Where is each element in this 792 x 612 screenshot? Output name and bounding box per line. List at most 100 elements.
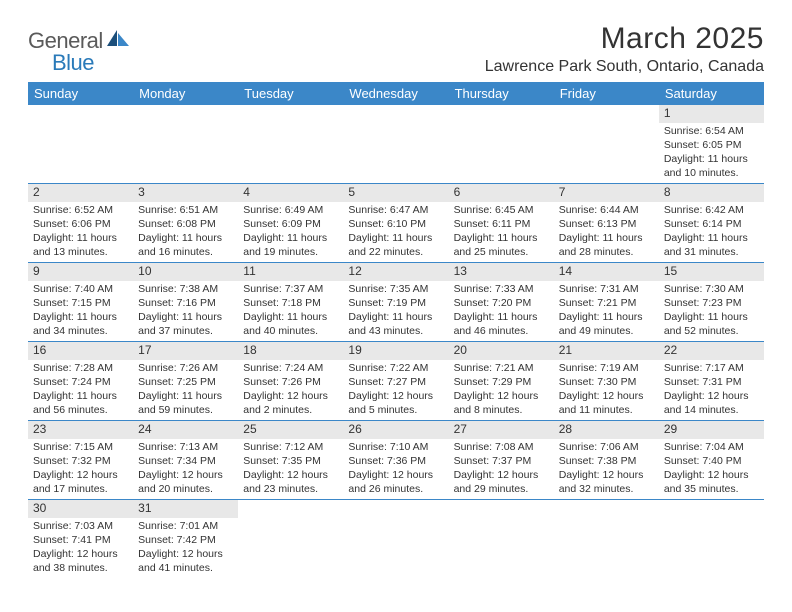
calendar-day-cell: 26Sunrise: 7:10 AMSunset: 7:36 PMDayligh… xyxy=(343,421,448,500)
daylight-line-2: and 14 minutes. xyxy=(664,403,759,417)
calendar-day-cell: 31Sunrise: 7:01 AMSunset: 7:42 PMDayligh… xyxy=(133,500,238,579)
calendar-day-cell xyxy=(343,500,448,579)
day-details: Sunrise: 7:17 AMSunset: 7:31 PMDaylight:… xyxy=(659,360,764,420)
daylight-line-2: and 11 minutes. xyxy=(559,403,654,417)
weekday-header: Thursday xyxy=(449,82,554,105)
calendar-day-cell: 24Sunrise: 7:13 AMSunset: 7:34 PMDayligh… xyxy=(133,421,238,500)
day-details: Sunrise: 7:15 AMSunset: 7:32 PMDaylight:… xyxy=(28,439,133,499)
header: General Blue March 2025 Lawrence Park So… xyxy=(28,22,764,76)
calendar-body: 1Sunrise: 6:54 AMSunset: 6:05 PMDaylight… xyxy=(28,105,764,578)
calendar-day-cell: 5Sunrise: 6:47 AMSunset: 6:10 PMDaylight… xyxy=(343,184,448,263)
day-details: Sunrise: 7:19 AMSunset: 7:30 PMDaylight:… xyxy=(554,360,659,420)
sunrise-line: Sunrise: 7:01 AM xyxy=(138,519,233,533)
day-number: 19 xyxy=(343,342,448,360)
daylight-line-1: Daylight: 12 hours xyxy=(138,468,233,482)
day-number: 8 xyxy=(659,184,764,202)
sunset-line: Sunset: 7:29 PM xyxy=(454,375,549,389)
calendar-day-cell: 25Sunrise: 7:12 AMSunset: 7:35 PMDayligh… xyxy=(238,421,343,500)
daylight-line-1: Daylight: 11 hours xyxy=(243,310,338,324)
daylight-line-1: Daylight: 12 hours xyxy=(664,468,759,482)
day-details: Sunrise: 7:01 AMSunset: 7:42 PMDaylight:… xyxy=(133,518,238,578)
sunset-line: Sunset: 7:30 PM xyxy=(559,375,654,389)
calendar-day-cell: 19Sunrise: 7:22 AMSunset: 7:27 PMDayligh… xyxy=(343,342,448,421)
daylight-line-1: Daylight: 12 hours xyxy=(559,468,654,482)
day-details: Sunrise: 7:26 AMSunset: 7:25 PMDaylight:… xyxy=(133,360,238,420)
daylight-line-1: Daylight: 12 hours xyxy=(454,468,549,482)
day-details: Sunrise: 7:10 AMSunset: 7:36 PMDaylight:… xyxy=(343,439,448,499)
daylight-line-2: and 8 minutes. xyxy=(454,403,549,417)
day-number: 18 xyxy=(238,342,343,360)
daylight-line-1: Daylight: 11 hours xyxy=(454,310,549,324)
daylight-line-1: Daylight: 11 hours xyxy=(243,231,338,245)
sunset-line: Sunset: 7:23 PM xyxy=(664,296,759,310)
day-details: Sunrise: 6:52 AMSunset: 6:06 PMDaylight:… xyxy=(28,202,133,262)
sunrise-line: Sunrise: 7:19 AM xyxy=(559,361,654,375)
day-number: 12 xyxy=(343,263,448,281)
sunrise-line: Sunrise: 7:04 AM xyxy=(664,440,759,454)
calendar-day-cell: 22Sunrise: 7:17 AMSunset: 7:31 PMDayligh… xyxy=(659,342,764,421)
calendar-day-cell: 27Sunrise: 7:08 AMSunset: 7:37 PMDayligh… xyxy=(449,421,554,500)
sunrise-line: Sunrise: 7:30 AM xyxy=(664,282,759,296)
daylight-line-2: and 23 minutes. xyxy=(243,482,338,496)
day-details: Sunrise: 6:42 AMSunset: 6:14 PMDaylight:… xyxy=(659,202,764,262)
daylight-line-2: and 13 minutes. xyxy=(33,245,128,259)
calendar-week-row: 16Sunrise: 7:28 AMSunset: 7:24 PMDayligh… xyxy=(28,342,764,421)
daylight-line-2: and 19 minutes. xyxy=(243,245,338,259)
daylight-line-1: Daylight: 11 hours xyxy=(348,310,443,324)
sunrise-line: Sunrise: 6:44 AM xyxy=(559,203,654,217)
sunrise-line: Sunrise: 6:49 AM xyxy=(243,203,338,217)
daylight-line-2: and 25 minutes. xyxy=(454,245,549,259)
daylight-line-2: and 41 minutes. xyxy=(138,561,233,575)
day-number: 22 xyxy=(659,342,764,360)
calendar-day-cell xyxy=(659,500,764,579)
calendar-day-cell: 21Sunrise: 7:19 AMSunset: 7:30 PMDayligh… xyxy=(554,342,659,421)
sunrise-line: Sunrise: 6:42 AM xyxy=(664,203,759,217)
day-details: Sunrise: 7:21 AMSunset: 7:29 PMDaylight:… xyxy=(449,360,554,420)
calendar-day-cell: 2Sunrise: 6:52 AMSunset: 6:06 PMDaylight… xyxy=(28,184,133,263)
day-details: Sunrise: 7:03 AMSunset: 7:41 PMDaylight:… xyxy=(28,518,133,578)
daylight-line-2: and 10 minutes. xyxy=(664,166,759,180)
daylight-line-1: Daylight: 11 hours xyxy=(664,152,759,166)
sunrise-line: Sunrise: 6:45 AM xyxy=(454,203,549,217)
sunset-line: Sunset: 7:36 PM xyxy=(348,454,443,468)
daylight-line-2: and 34 minutes. xyxy=(33,324,128,338)
sunrise-line: Sunrise: 7:13 AM xyxy=(138,440,233,454)
sunset-line: Sunset: 6:05 PM xyxy=(664,138,759,152)
weekday-header: Sunday xyxy=(28,82,133,105)
sunset-line: Sunset: 7:20 PM xyxy=(454,296,549,310)
day-number: 27 xyxy=(449,421,554,439)
daylight-line-1: Daylight: 11 hours xyxy=(138,231,233,245)
day-details: Sunrise: 7:40 AMSunset: 7:15 PMDaylight:… xyxy=(28,281,133,341)
daylight-line-2: and 59 minutes. xyxy=(138,403,233,417)
sunrise-line: Sunrise: 7:06 AM xyxy=(559,440,654,454)
day-number: 9 xyxy=(28,263,133,281)
calendar-day-cell xyxy=(238,500,343,579)
sunrise-line: Sunrise: 7:38 AM xyxy=(138,282,233,296)
day-number: 23 xyxy=(28,421,133,439)
daylight-line-1: Daylight: 12 hours xyxy=(559,389,654,403)
daylight-line-1: Daylight: 11 hours xyxy=(559,231,654,245)
calendar-day-cell: 17Sunrise: 7:26 AMSunset: 7:25 PMDayligh… xyxy=(133,342,238,421)
calendar-day-cell: 18Sunrise: 7:24 AMSunset: 7:26 PMDayligh… xyxy=(238,342,343,421)
sunset-line: Sunset: 7:27 PM xyxy=(348,375,443,389)
daylight-line-2: and 31 minutes. xyxy=(664,245,759,259)
daylight-line-2: and 2 minutes. xyxy=(243,403,338,417)
calendar-day-cell: 15Sunrise: 7:30 AMSunset: 7:23 PMDayligh… xyxy=(659,263,764,342)
daylight-line-2: and 38 minutes. xyxy=(33,561,128,575)
day-details: Sunrise: 6:47 AMSunset: 6:10 PMDaylight:… xyxy=(343,202,448,262)
sunrise-line: Sunrise: 7:03 AM xyxy=(33,519,128,533)
sunset-line: Sunset: 6:10 PM xyxy=(348,217,443,231)
daylight-line-2: and 37 minutes. xyxy=(138,324,233,338)
sunrise-line: Sunrise: 7:08 AM xyxy=(454,440,549,454)
daylight-line-1: Daylight: 11 hours xyxy=(33,231,128,245)
calendar-week-row: 2Sunrise: 6:52 AMSunset: 6:06 PMDaylight… xyxy=(28,184,764,263)
day-number: 26 xyxy=(343,421,448,439)
sunrise-line: Sunrise: 7:12 AM xyxy=(243,440,338,454)
daylight-line-1: Daylight: 11 hours xyxy=(33,389,128,403)
sunrise-line: Sunrise: 7:21 AM xyxy=(454,361,549,375)
calendar-day-cell: 16Sunrise: 7:28 AMSunset: 7:24 PMDayligh… xyxy=(28,342,133,421)
day-details: Sunrise: 7:31 AMSunset: 7:21 PMDaylight:… xyxy=(554,281,659,341)
day-details: Sunrise: 7:37 AMSunset: 7:18 PMDaylight:… xyxy=(238,281,343,341)
sunset-line: Sunset: 7:38 PM xyxy=(559,454,654,468)
day-number: 7 xyxy=(554,184,659,202)
